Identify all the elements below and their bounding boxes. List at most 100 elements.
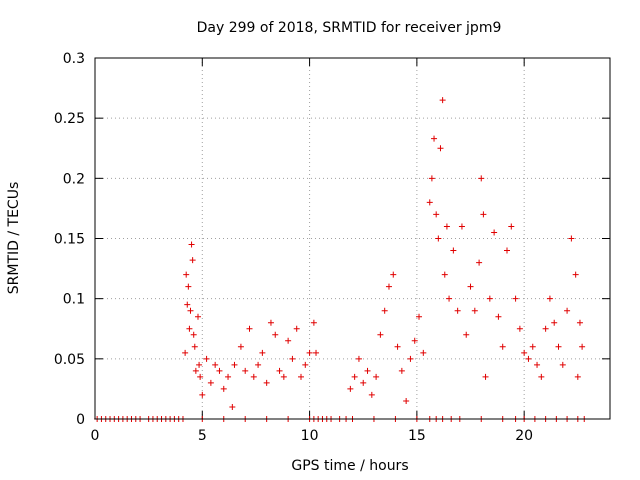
data-point	[437, 145, 444, 152]
data-point	[272, 331, 279, 338]
data-point	[189, 257, 196, 264]
data-point	[231, 361, 238, 368]
data-point	[190, 331, 197, 338]
y-tick-label: 0.2	[63, 171, 85, 187]
data-point	[390, 271, 397, 278]
data-point	[351, 373, 358, 380]
data-point	[360, 379, 367, 386]
plot-frame	[94, 57, 611, 420]
data-point	[407, 355, 414, 362]
data-point	[435, 235, 442, 242]
data-point	[446, 295, 453, 302]
data-point	[508, 223, 515, 230]
y-tick-label: 0.25	[54, 111, 85, 127]
data-point	[471, 307, 478, 314]
data-point	[368, 391, 375, 398]
data-point	[441, 271, 448, 278]
y-tick-label: 0	[76, 412, 85, 428]
y-tick-label: 0.3	[63, 51, 85, 67]
data-point	[298, 373, 304, 380]
data-point	[306, 349, 313, 356]
data-point	[480, 211, 487, 218]
data-point	[355, 355, 362, 362]
data-point	[293, 325, 300, 332]
data-point	[551, 319, 558, 326]
data-point	[458, 223, 465, 230]
data-point	[263, 379, 270, 386]
data-point	[525, 355, 532, 362]
data-point	[302, 361, 309, 368]
data-point	[377, 331, 384, 338]
data-point	[373, 373, 380, 380]
data-point	[246, 325, 253, 332]
data-point	[411, 337, 418, 344]
data-point	[576, 319, 583, 326]
data-point	[426, 199, 433, 206]
data-point	[220, 385, 227, 392]
data-point	[529, 343, 536, 350]
data-point	[572, 271, 579, 278]
data-point	[184, 301, 191, 308]
data-point	[250, 373, 257, 380]
x-tick-label: 10	[301, 428, 319, 444]
data-point	[482, 373, 489, 380]
data-point	[439, 97, 446, 104]
data-point	[450, 247, 457, 254]
data-point	[186, 325, 193, 332]
axis-ticks: 0 0.05 0.1 0.15 0.2 0.25 0.3 0 5 10 15 20	[54, 51, 610, 444]
data-point	[195, 313, 201, 320]
data-point	[574, 373, 581, 380]
data-point	[285, 337, 292, 344]
data-point	[216, 367, 223, 374]
data-point	[504, 247, 510, 254]
data-point	[242, 367, 249, 374]
data-point	[183, 271, 190, 278]
data-point	[182, 349, 189, 356]
data-point	[191, 343, 198, 350]
data-point	[478, 175, 485, 182]
data-point	[187, 307, 194, 314]
x-tick-label: 15	[408, 428, 426, 444]
data-point	[433, 211, 440, 218]
data-point	[207, 379, 214, 386]
data-point	[499, 343, 506, 350]
data-point	[546, 295, 553, 302]
data-point	[476, 259, 483, 266]
data-point	[416, 313, 423, 320]
data-point	[310, 319, 317, 326]
data-point	[289, 355, 296, 362]
x-tick-label: 5	[198, 428, 207, 444]
data-point	[347, 385, 354, 392]
data-point	[521, 349, 528, 356]
data-point	[516, 325, 523, 332]
data-point	[199, 391, 206, 398]
data-point	[420, 349, 427, 356]
data-point	[542, 325, 549, 332]
data-point	[225, 373, 232, 380]
grid-lines	[95, 58, 610, 419]
data-point	[486, 295, 493, 302]
data-point	[212, 361, 219, 368]
x-tick-label: 20	[515, 428, 533, 444]
data-point	[197, 373, 204, 380]
data-point	[381, 307, 388, 314]
data-point	[255, 361, 262, 368]
y-tick-label: 0.15	[54, 232, 85, 248]
data-point	[203, 355, 210, 362]
y-tick-label: 0.1	[63, 292, 85, 308]
data-point	[196, 361, 203, 368]
data-point	[555, 343, 562, 350]
data-point	[467, 283, 474, 290]
data-point	[185, 283, 192, 290]
chart-title: Day 299 of 2018, SRMTID for receiver jpm…	[197, 20, 502, 36]
data-point	[463, 331, 470, 338]
data-point	[534, 361, 541, 368]
data-point	[512, 295, 519, 302]
x-axis-label: GPS time / hours	[291, 458, 408, 474]
data-point	[495, 313, 502, 320]
data-point	[394, 343, 401, 350]
data-point	[259, 349, 266, 356]
data-point	[579, 343, 586, 350]
data-point	[188, 241, 195, 248]
